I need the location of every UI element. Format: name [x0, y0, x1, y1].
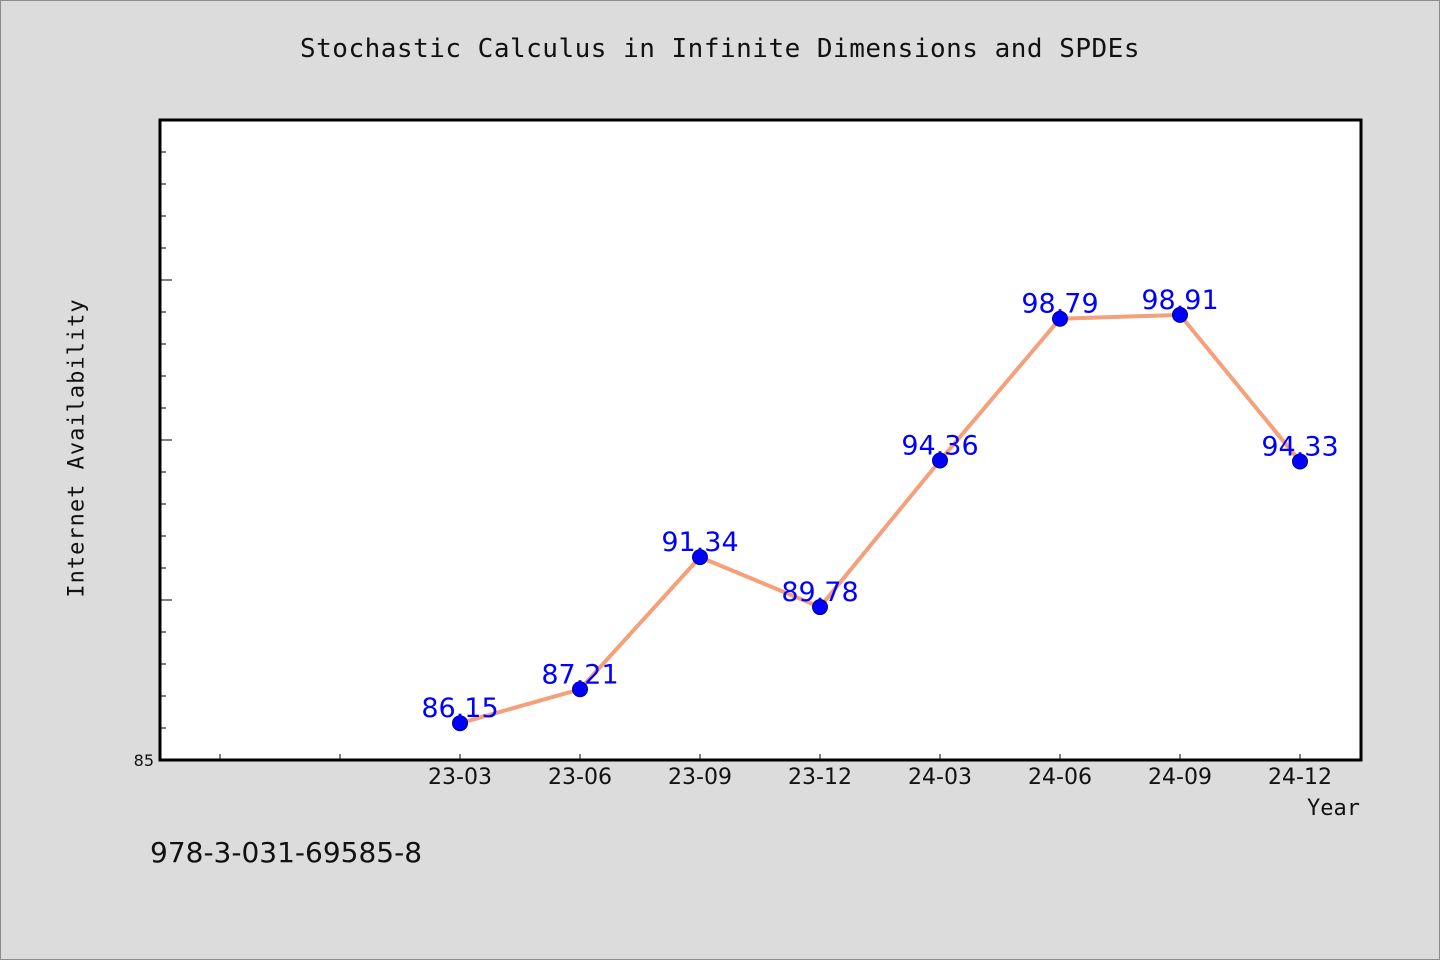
x-tick-label: 23-09 — [668, 765, 732, 790]
plot-area — [158, 118, 1363, 762]
series-line-group — [459, 312, 1302, 726]
x-tick-label: 24-12 — [1268, 765, 1332, 790]
data-label: 87.21 — [541, 659, 618, 690]
data-point — [1052, 310, 1068, 327]
data-label: 91.34 — [661, 527, 738, 558]
chart-title: Stochastic Calculus in Infinite Dimensio… — [300, 34, 1140, 64]
x-tick-label: 23-06 — [548, 765, 612, 790]
series-line — [459, 312, 1302, 726]
data-label: 86.15 — [421, 693, 498, 724]
data-point — [572, 681, 588, 698]
data-label: 94.33 — [1261, 431, 1338, 462]
data-point — [692, 549, 708, 566]
x-tick-label: 23-03 — [428, 765, 492, 790]
data-labels-group: 86.15 87.21 91.34 89.78 94.36 98.79 98.91 94.33 — [421, 285, 1338, 724]
data-label: 94.36 — [901, 430, 978, 461]
data-point — [932, 452, 948, 469]
isbn-text: 978-3-031-69585-8 — [150, 836, 423, 869]
x-axis-label: Year — [1307, 796, 1360, 821]
x-tick-label: 24-06 — [1028, 765, 1092, 790]
data-label: 98.91 — [1141, 285, 1218, 316]
data-point — [1292, 453, 1308, 470]
x-tick-label: 24-03 — [908, 765, 972, 790]
data-label: 89.78 — [781, 577, 858, 608]
x-tick-label: 23-12 — [788, 765, 852, 790]
markers-group — [452, 306, 1308, 732]
y-tick-label: 85 — [134, 751, 154, 770]
axes-ticks: 85 23-03 23-06 23-09 23-12 24-03 24-06 24-09 24-… — [134, 119, 1332, 790]
data-label: 98.79 — [1021, 289, 1098, 320]
data-point — [812, 599, 828, 616]
data-point — [452, 715, 468, 732]
x-tick-label: 24-09 — [1148, 765, 1212, 790]
data-point — [1172, 306, 1188, 323]
